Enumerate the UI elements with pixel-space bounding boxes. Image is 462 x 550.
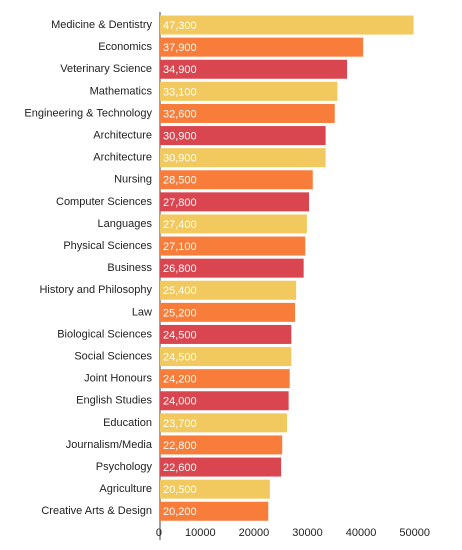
- value-label: 32,600: [163, 108, 197, 120]
- bar: [160, 37, 364, 57]
- value-label: 24,200: [163, 374, 197, 386]
- y-tick-label: Business: [107, 262, 152, 274]
- y-tick-label: Medicine & Dentistry: [51, 19, 152, 31]
- x-tick-label: 20000: [239, 527, 270, 539]
- value-label: 37,900: [163, 42, 197, 54]
- value-label: 24,000: [163, 396, 197, 408]
- value-label: 20,200: [163, 506, 197, 518]
- bar: [160, 192, 310, 212]
- bar: [160, 280, 297, 300]
- y-tick-label: Psychology: [96, 461, 153, 473]
- value-label: 22,800: [163, 440, 197, 452]
- value-label: 47,300: [163, 20, 197, 32]
- y-tick-label: Physical Sciences: [63, 240, 152, 252]
- y-tick-label: Languages: [98, 218, 153, 230]
- y-tick-label: Joint Honours: [84, 373, 152, 385]
- y-tick-label: Social Sciences: [74, 350, 152, 362]
- y-tick-label: Architecture: [93, 129, 152, 141]
- bar: [160, 81, 338, 101]
- y-tick-label: Architecture: [93, 152, 152, 164]
- value-label: 23,700: [163, 418, 197, 430]
- value-label: 25,400: [163, 285, 197, 297]
- value-label: 27,400: [163, 219, 197, 231]
- bar: [160, 435, 283, 455]
- value-label: 25,200: [163, 307, 197, 319]
- bar: [160, 126, 326, 146]
- bar: [160, 413, 288, 433]
- y-tick-label: Law: [132, 306, 152, 318]
- y-tick-label: Engineering & Technology: [24, 107, 152, 119]
- value-label: 27,100: [163, 241, 197, 253]
- bar: [160, 369, 290, 389]
- y-tick-label: Computer Sciences: [56, 196, 152, 208]
- bar: [160, 324, 292, 344]
- bar: [160, 347, 292, 367]
- y-tick-label: History and Philosophy: [39, 284, 152, 296]
- bar: [160, 236, 306, 256]
- y-tick-label: Veterinary Science: [60, 63, 152, 75]
- bar: [160, 170, 313, 190]
- x-tick-label: 50000: [399, 527, 430, 539]
- y-tick-label: Economics: [98, 41, 152, 53]
- x-tick-label: 40000: [346, 527, 377, 539]
- value-label: 33,100: [163, 86, 197, 98]
- bar: [160, 148, 326, 168]
- value-label: 20,500: [163, 484, 197, 496]
- bar: [160, 258, 304, 278]
- value-label: 24,500: [163, 329, 197, 341]
- value-label: 30,900: [163, 130, 197, 142]
- bar: [160, 479, 270, 499]
- value-label: 26,800: [163, 263, 197, 275]
- y-tick-label: Creative Arts & Design: [41, 505, 152, 517]
- x-tick-label: 10000: [185, 527, 216, 539]
- bar: [160, 457, 282, 477]
- value-label: 22,600: [163, 462, 197, 474]
- value-label: 30,900: [163, 153, 197, 165]
- y-tick-label: English Studies: [76, 395, 152, 407]
- y-tick-label: Journalism/Media: [66, 439, 153, 451]
- bar: [160, 391, 289, 411]
- bar: [160, 103, 335, 123]
- bar: [160, 302, 296, 322]
- x-tick-label: 30000: [292, 527, 323, 539]
- y-tick-label: Nursing: [114, 174, 152, 186]
- y-tick-label: Mathematics: [90, 85, 153, 97]
- x-tick-label: 0: [156, 527, 162, 539]
- y-tick-label: Education: [103, 417, 152, 429]
- bar: [160, 214, 307, 234]
- value-label: 27,800: [163, 197, 197, 209]
- bar: [160, 501, 269, 521]
- y-tick-label: Agriculture: [99, 483, 152, 495]
- value-label: 28,500: [163, 175, 197, 187]
- bar: [160, 59, 348, 79]
- bar: [160, 15, 414, 35]
- value-label: 24,500: [163, 351, 197, 363]
- y-tick-label: Biological Sciences: [57, 328, 152, 340]
- value-label: 34,900: [163, 64, 197, 76]
